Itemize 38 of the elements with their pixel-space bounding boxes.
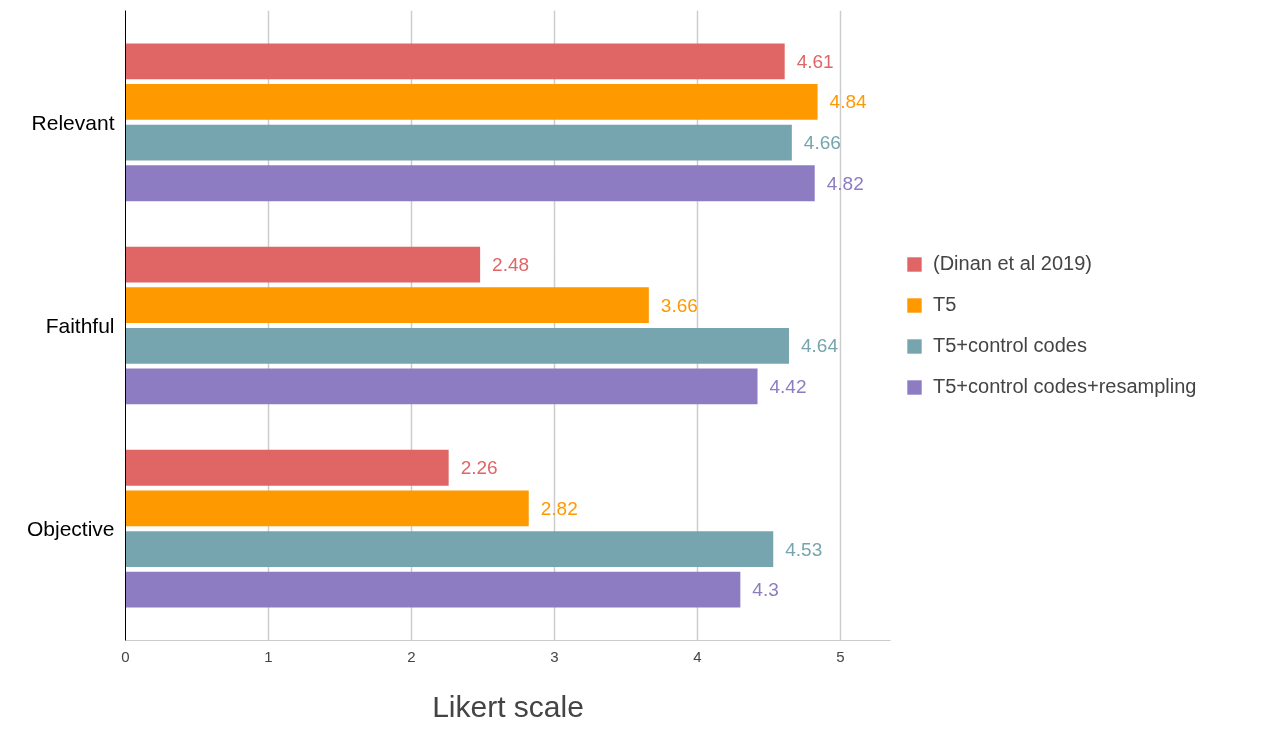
bar — [125, 327, 789, 364]
legend-label: T5+control codes — [933, 334, 1087, 357]
data-label: 4.42 — [769, 375, 807, 397]
x-tick-label: 5 — [836, 647, 845, 665]
x-tick-label: 1 — [264, 647, 273, 665]
bar — [125, 571, 741, 608]
x-tick-label: 4 — [693, 647, 702, 665]
bar — [125, 165, 815, 202]
data-label: 4.3 — [752, 579, 779, 601]
x-axis-title: Likert scale — [432, 689, 584, 723]
bar — [125, 368, 758, 405]
y-tick-label: Faithful — [45, 314, 115, 337]
data-label: 4.53 — [785, 538, 823, 560]
bar — [125, 124, 792, 161]
data-label: 4.66 — [803, 132, 841, 154]
data-label: 2.26 — [460, 457, 498, 479]
x-tick-label: 2 — [407, 647, 416, 665]
bar — [125, 287, 649, 324]
bar — [125, 449, 449, 486]
data-label: 4.84 — [829, 91, 867, 113]
data-label: 3.66 — [660, 294, 698, 316]
legend-label: T5 — [933, 293, 957, 316]
bar — [125, 531, 774, 567]
bar — [125, 84, 818, 120]
data-label: 2.48 — [492, 254, 530, 276]
bar — [125, 490, 529, 527]
bar — [125, 43, 785, 80]
x-tick-label: 3 — [550, 647, 559, 665]
x-tick-label: 0 — [121, 647, 130, 665]
legend-label: T5+control codes+resampling — [933, 375, 1197, 398]
data-label: 4.64 — [800, 335, 839, 357]
y-tick-label: Relevant — [31, 110, 115, 134]
y-tick-label: Objective — [26, 517, 115, 541]
data-label: 4.61 — [796, 50, 834, 72]
data-label: 4.82 — [826, 172, 864, 194]
data-label: 2.82 — [540, 497, 578, 519]
legend-label: (Dinan et al 2019) — [933, 252, 1092, 275]
bar — [125, 246, 481, 283]
